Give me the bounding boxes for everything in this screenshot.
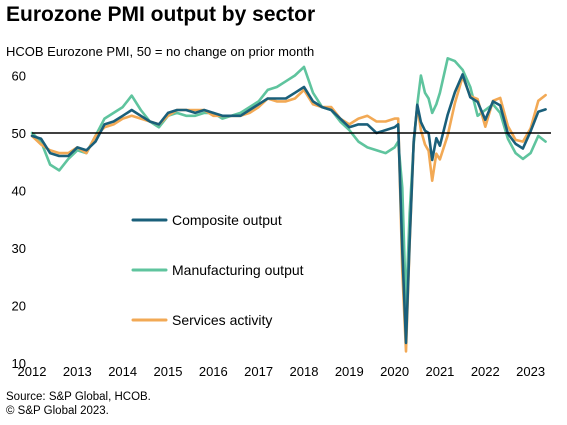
legend-label-composite-output: Composite output: [172, 212, 282, 228]
x-tick-label: 2023: [516, 364, 545, 379]
x-tick-label: 2013: [63, 364, 92, 379]
y-tick-label: 40: [12, 184, 26, 199]
series-layer: [30, 56, 547, 353]
x-tick-label: 2017: [244, 364, 273, 379]
chart-title: Eurozone PMI output by sector: [6, 3, 316, 26]
series-line-services-activity: [30, 75, 547, 353]
copyright-note: © S&P Global 2023.: [6, 405, 109, 417]
legend: Composite output Manufacturing output Serv…: [131, 212, 304, 328]
legend-label-manufacturing-output: Manufacturing output: [172, 262, 304, 278]
y-tick-label: 20: [12, 299, 26, 314]
y-tick-label: 30: [12, 241, 26, 256]
y-tick-label: 50: [12, 126, 26, 141]
x-tick-label: 2016: [199, 364, 228, 379]
y-axis: 10 20 30 40 50 60: [12, 69, 26, 372]
x-tick-label: 2012: [18, 364, 47, 379]
source-note: Source: S&P Global, HCOB.: [6, 391, 151, 403]
x-tick-label: 2020: [380, 364, 409, 379]
x-tick-label: 2019: [335, 364, 364, 379]
chart-subtitle: HCOB Eurozone PMI, 50 = no change on pri…: [6, 44, 315, 59]
x-tick-label: 2021: [425, 364, 454, 379]
y-tick-label: 10: [12, 356, 26, 371]
x-tick-label: 2018: [290, 364, 319, 379]
series-line-composite-output: [30, 73, 547, 345]
legend-label-services-activity: Services activity: [172, 312, 272, 328]
x-axis: 2012 2013 2014 2015 2016 2017 2018 2019 2020 2021…: [18, 364, 546, 379]
y-tick-label: 60: [12, 69, 26, 84]
x-tick-label: 2015: [154, 364, 183, 379]
x-tick-label: 2022: [471, 364, 500, 379]
x-tick-label: 2014: [108, 364, 137, 379]
